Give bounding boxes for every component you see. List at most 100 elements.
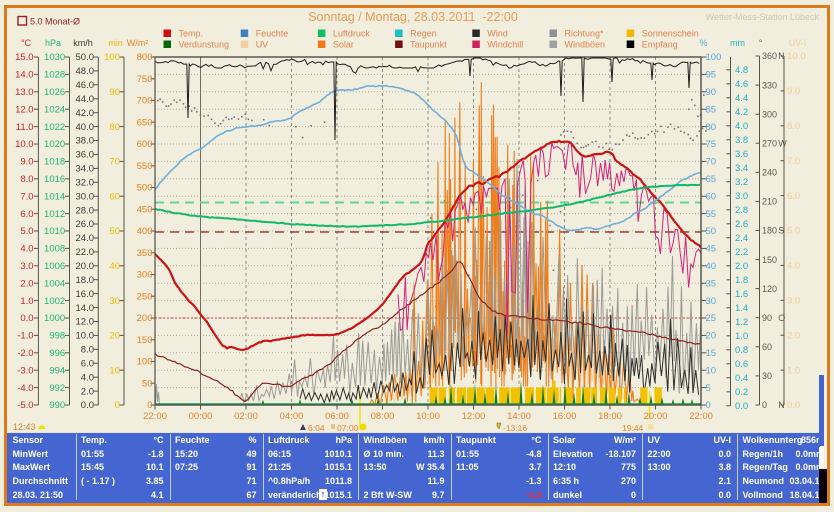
- svg-text:800: 800: [137, 52, 153, 63]
- svg-text:0.0: 0.0: [787, 400, 800, 411]
- svg-text:994: 994: [49, 365, 65, 376]
- svg-text:4.0: 4.0: [20, 244, 33, 255]
- svg-text:9.0: 9.0: [20, 157, 33, 168]
- svg-text:0.0: 0.0: [735, 401, 748, 412]
- svg-text:120: 120: [762, 284, 777, 294]
- svg-text:450: 450: [137, 204, 153, 215]
- svg-text:14:00: 14:00: [507, 411, 531, 422]
- svg-text:UV-I: UV-I: [789, 38, 807, 48]
- svg-text:min: min: [108, 38, 123, 48]
- svg-text:4.8: 4.8: [735, 65, 748, 76]
- svg-text:150: 150: [137, 335, 153, 346]
- svg-text:14.0: 14.0: [15, 70, 34, 81]
- svg-text:28.0: 28.0: [76, 205, 95, 216]
- svg-text:60: 60: [762, 342, 772, 352]
- svg-text:80: 80: [706, 122, 717, 133]
- svg-text:1014: 1014: [44, 191, 65, 202]
- svg-text:350: 350: [137, 248, 153, 259]
- svg-text:60: 60: [706, 191, 717, 202]
- svg-text:-2.0: -2.0: [17, 348, 33, 359]
- svg-text:18.0: 18.0: [76, 275, 95, 286]
- svg-text:0: 0: [115, 400, 120, 411]
- svg-text:2.2: 2.2: [735, 247, 748, 258]
- svg-text:300: 300: [762, 109, 777, 119]
- svg-text:13.0: 13.0: [15, 87, 34, 98]
- svg-text:mm: mm: [730, 38, 745, 48]
- svg-text:22:00: 22:00: [143, 411, 167, 422]
- svg-text:15: 15: [706, 348, 717, 359]
- svg-text:1024: 1024: [44, 104, 65, 115]
- svg-text:°C: °C: [21, 38, 32, 48]
- svg-text:0.0: 0.0: [20, 313, 33, 324]
- svg-text:7.0: 7.0: [787, 156, 800, 167]
- svg-text:650: 650: [137, 118, 153, 129]
- svg-text:95: 95: [706, 70, 717, 81]
- svg-text:1016: 1016: [44, 174, 65, 185]
- svg-text:1026: 1026: [44, 87, 65, 98]
- svg-text:Windböen: Windböen: [565, 40, 606, 50]
- svg-text:12:00: 12:00: [462, 411, 486, 422]
- svg-text:1.8: 1.8: [735, 275, 748, 286]
- svg-text:15.0: 15.0: [15, 52, 34, 63]
- svg-text:-13:16: -13:16: [503, 423, 527, 433]
- svg-text:24.0: 24.0: [76, 233, 95, 244]
- svg-text:%: %: [699, 38, 707, 48]
- svg-text:19:44: 19:44: [622, 423, 644, 433]
- svg-text:14.0: 14.0: [76, 303, 95, 314]
- svg-text:3.8: 3.8: [735, 135, 748, 146]
- svg-text:2.0: 2.0: [735, 261, 748, 272]
- svg-text:30: 30: [762, 371, 772, 381]
- svg-text:Windchill: Windchill: [487, 40, 523, 50]
- svg-text:26.0: 26.0: [76, 219, 95, 230]
- svg-text:2.8: 2.8: [735, 205, 748, 216]
- svg-text:0: 0: [706, 400, 711, 411]
- svg-text:-4.0: -4.0: [17, 383, 33, 394]
- svg-text:330: 330: [762, 80, 777, 90]
- svg-text:02:00: 02:00: [234, 411, 258, 422]
- svg-text:Wetter-Mess-Station Lübeck: Wetter-Mess-Station Lübeck: [706, 12, 820, 22]
- svg-text:6.0: 6.0: [20, 209, 33, 220]
- svg-text:1008: 1008: [44, 244, 65, 255]
- svg-text:Taupunkt: Taupunkt: [410, 40, 447, 50]
- svg-text:750: 750: [137, 74, 153, 85]
- svg-text:10.0: 10.0: [15, 139, 34, 150]
- svg-text:180: 180: [762, 226, 777, 236]
- svg-text:75: 75: [706, 139, 717, 150]
- svg-text:-5.0: -5.0: [17, 400, 33, 411]
- svg-text:1010: 1010: [44, 226, 65, 237]
- svg-text:2.6: 2.6: [735, 219, 748, 230]
- svg-text:50.0: 50.0: [76, 52, 95, 63]
- svg-text:12.0: 12.0: [76, 317, 95, 328]
- svg-text:Solar: Solar: [333, 40, 354, 50]
- svg-text:10: 10: [109, 365, 120, 376]
- svg-text:90: 90: [109, 87, 120, 98]
- svg-text:85: 85: [706, 104, 717, 115]
- svg-text:08:00: 08:00: [371, 411, 395, 422]
- svg-text:8.0: 8.0: [20, 174, 33, 185]
- svg-text:600: 600: [137, 139, 153, 150]
- svg-text:1012: 1012: [44, 209, 65, 220]
- svg-text:45: 45: [706, 244, 717, 255]
- svg-text:00:00: 00:00: [189, 411, 213, 422]
- svg-text:200: 200: [137, 313, 153, 324]
- svg-text:70: 70: [706, 157, 717, 168]
- svg-text:70: 70: [109, 157, 120, 168]
- svg-text:UV: UV: [256, 40, 269, 50]
- svg-text:16:00: 16:00: [553, 411, 577, 422]
- svg-text:Richtung*: Richtung*: [565, 29, 605, 39]
- svg-text:0.6: 0.6: [735, 359, 748, 370]
- svg-text:Feuchte: Feuchte: [256, 29, 289, 39]
- svg-text:6:04: 6:04: [308, 423, 325, 433]
- svg-text:18:00: 18:00: [598, 411, 622, 422]
- svg-text:42.0: 42.0: [76, 108, 95, 119]
- svg-text:990: 990: [49, 400, 65, 411]
- svg-text:5: 5: [706, 383, 711, 394]
- svg-text:150: 150: [762, 255, 777, 265]
- svg-text:300: 300: [137, 270, 153, 281]
- svg-text:0.2: 0.2: [735, 387, 748, 398]
- svg-text:30: 30: [109, 296, 120, 307]
- svg-text:0.8: 0.8: [735, 345, 748, 356]
- svg-text:1020: 1020: [44, 139, 65, 150]
- svg-text:°: °: [759, 38, 763, 48]
- svg-text:270: 270: [762, 138, 777, 148]
